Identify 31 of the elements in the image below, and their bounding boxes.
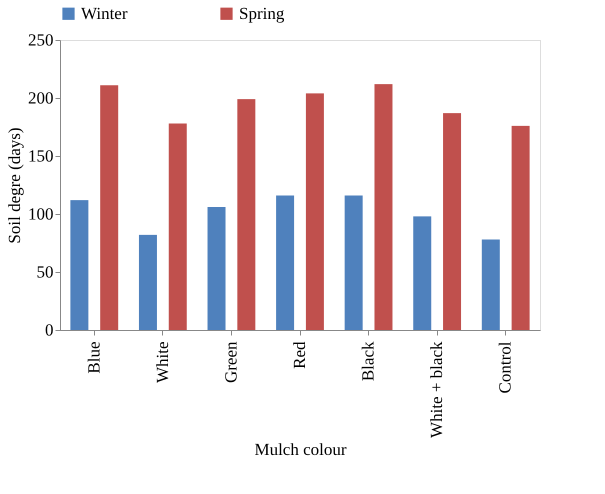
bar <box>237 99 256 330</box>
bar <box>276 195 294 330</box>
bar <box>512 126 530 330</box>
x-axis-title: Mulch colour <box>254 440 347 459</box>
bar <box>306 93 324 330</box>
bar <box>413 216 432 330</box>
legend-label: Spring <box>239 4 285 23</box>
bar <box>482 240 500 330</box>
bar <box>208 207 226 330</box>
bar <box>344 195 363 330</box>
y-tick-label: 50 <box>36 262 54 282</box>
bar <box>70 200 88 330</box>
legend-label: Winter <box>81 4 128 23</box>
y-tick-label: 0 <box>45 320 54 340</box>
y-axis-title: Soil degre (days) <box>5 127 24 244</box>
x-tick-label: Control <box>496 341 515 394</box>
y-tick-label: 100 <box>28 204 54 224</box>
bar <box>374 84 392 330</box>
bar <box>168 124 187 330</box>
bar <box>138 234 157 330</box>
x-tick-label: Green <box>221 341 240 384</box>
x-tick-label: Black <box>358 341 378 382</box>
y-tick-label: 150 <box>28 146 54 166</box>
x-tick-label: Blue <box>84 342 104 374</box>
bar <box>443 113 462 330</box>
y-tick-label: 250 <box>28 30 54 50</box>
x-tick-label: White <box>152 342 172 384</box>
x-tick-label: Red <box>290 341 309 369</box>
y-tick-label: 200 <box>28 88 54 108</box>
bar <box>100 85 118 330</box>
x-tick-label: White + black <box>427 341 446 438</box>
